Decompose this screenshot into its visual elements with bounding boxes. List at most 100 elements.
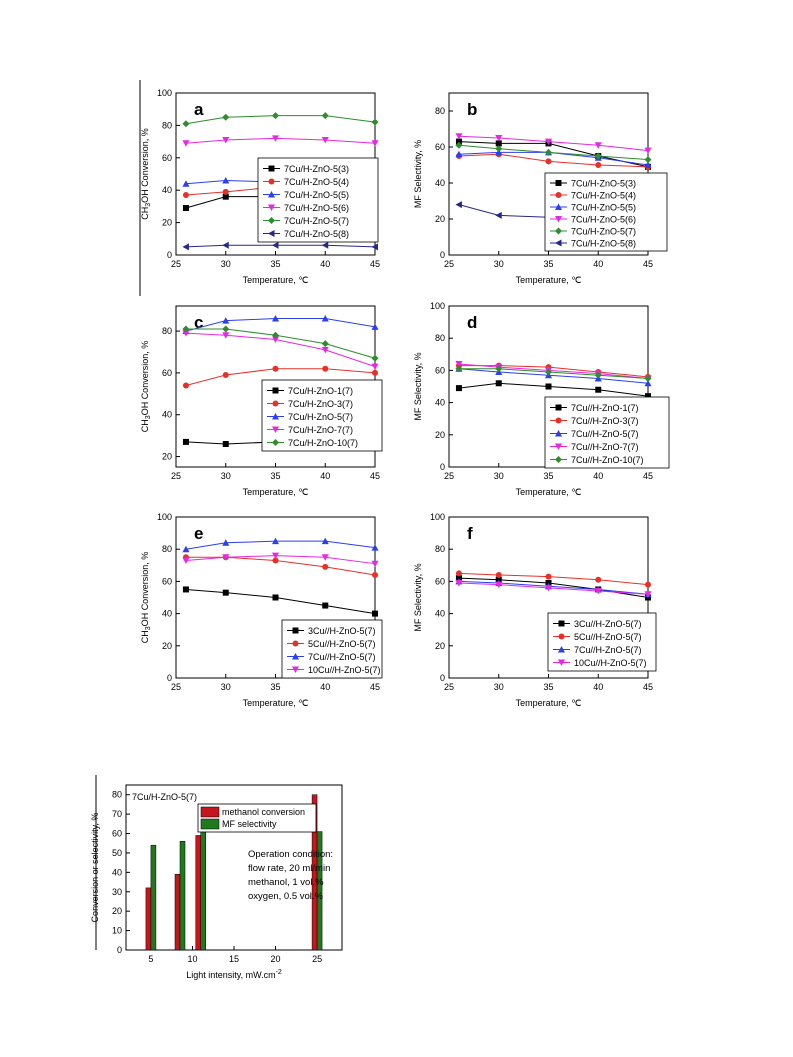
data-point bbox=[272, 552, 279, 560]
y-tick-label: 20 bbox=[435, 430, 445, 440]
legend-label: 7Cu/H-ZnO-5(4) bbox=[284, 177, 349, 187]
legend-label: 7Cu/H-ZnO-5(8) bbox=[284, 229, 349, 239]
x-tick-label: 45 bbox=[370, 471, 380, 481]
legend-label: 7Cu/H-ZnO-5(7) bbox=[571, 227, 636, 237]
x-tick-label: 30 bbox=[494, 471, 504, 481]
y-tick-label: 40 bbox=[435, 609, 445, 619]
y-tick-label: 80 bbox=[162, 326, 172, 336]
y-tick-label: 60 bbox=[435, 576, 445, 586]
x-tick-label: 40 bbox=[593, 471, 603, 481]
x-tick-label: 30 bbox=[221, 682, 231, 692]
x-tick-label: 35 bbox=[270, 471, 280, 481]
y-axis-label: Conversion or selectivity, % bbox=[90, 813, 100, 923]
x-axis-label: Temperature, ℃ bbox=[516, 275, 582, 285]
x-tick-label: 35 bbox=[543, 471, 553, 481]
y-tick-label: 40 bbox=[162, 185, 172, 195]
y-tick-label: 20 bbox=[435, 214, 445, 224]
data-point bbox=[182, 382, 189, 389]
data-point bbox=[321, 340, 329, 348]
y-tick-label: 20 bbox=[162, 218, 172, 228]
annotation-line: oxygen, 0.5 vol.% bbox=[248, 891, 324, 902]
y-tick-label: 80 bbox=[112, 790, 122, 800]
x-tick-label: 35 bbox=[543, 259, 553, 269]
data-point bbox=[321, 315, 329, 322]
data-point bbox=[322, 602, 329, 609]
legend-marker bbox=[558, 659, 565, 666]
data-point bbox=[182, 243, 189, 251]
annotation-line: flow rate, 20 ml/min bbox=[248, 863, 330, 874]
y-tick-label: 50 bbox=[112, 848, 122, 858]
chart-panel-a: 25 30 35 40 45 0 20 40 60 80 100 Temperature, ℃ CH3O… bbox=[140, 88, 380, 285]
data-point bbox=[272, 135, 279, 142]
x-tick-label: 35 bbox=[543, 682, 553, 692]
data-point bbox=[272, 594, 279, 601]
x-tick-label: 40 bbox=[320, 471, 330, 481]
data-point bbox=[371, 560, 379, 568]
legend-marker bbox=[268, 204, 275, 211]
data-point bbox=[455, 201, 462, 209]
data-point bbox=[182, 325, 190, 333]
data-point bbox=[644, 591, 652, 598]
panel-letter: b bbox=[467, 100, 477, 119]
panel-letter: d bbox=[467, 313, 477, 332]
data-point bbox=[222, 113, 230, 121]
data-point bbox=[222, 589, 229, 596]
y-tick-label: 100 bbox=[157, 512, 172, 522]
data-point bbox=[222, 136, 230, 144]
x-tick-label: 45 bbox=[643, 682, 653, 692]
data-point bbox=[372, 610, 378, 617]
legend bbox=[281, 619, 383, 679]
x-tick-label: 15 bbox=[229, 954, 239, 964]
y-axis-label: CH3OH Conversion, % bbox=[140, 552, 152, 643]
x-tick-label: 25 bbox=[171, 259, 181, 269]
y-tick-label: 0 bbox=[117, 945, 122, 955]
y-tick-label: 40 bbox=[162, 609, 172, 619]
x-tick-label: 25 bbox=[171, 682, 181, 692]
y-tick-label: 80 bbox=[435, 544, 445, 554]
x-tick-label: 35 bbox=[270, 259, 280, 269]
data-point bbox=[595, 576, 602, 583]
legend-marker bbox=[555, 456, 562, 463]
x-tick-label: 10 bbox=[187, 954, 197, 964]
data-point bbox=[545, 584, 552, 592]
legend-label: 7Cu/H-ZnO-5(7) bbox=[288, 412, 353, 422]
data-point bbox=[595, 162, 602, 168]
x-tick-label: 40 bbox=[320, 682, 330, 692]
legend-label: 7Cu//H-ZnO-5(7) bbox=[308, 652, 376, 662]
x-tick-label: 35 bbox=[270, 682, 280, 692]
y-axis-label: MF Selectivity, % bbox=[413, 352, 423, 420]
x-tick-label: 45 bbox=[370, 682, 380, 692]
legend-label: 7Cu/H-ZnO-5(3) bbox=[284, 164, 349, 174]
data-point bbox=[495, 380, 502, 387]
data-point bbox=[545, 383, 552, 390]
y-tick-label: 0 bbox=[167, 673, 172, 683]
data-point bbox=[495, 140, 502, 147]
x-axis-label: Temperature, ℃ bbox=[516, 698, 582, 708]
legend-marker bbox=[272, 413, 279, 420]
y-tick-label: 20 bbox=[162, 452, 172, 462]
legend-marker bbox=[558, 633, 565, 640]
panel-letter: f bbox=[467, 524, 473, 543]
y-tick-label: 80 bbox=[435, 106, 445, 116]
chart-panel-d: 25 30 35 40 45 0 20 40 60 80 100 Temperature, ℃ MF S… bbox=[413, 301, 670, 497]
data-point bbox=[545, 573, 552, 580]
legend-label: 7Cu//H-ZnO-1(7) bbox=[571, 403, 639, 413]
legend-marker bbox=[292, 666, 299, 673]
x-axis-label: Temperature, ℃ bbox=[516, 487, 582, 497]
data-point bbox=[495, 365, 503, 373]
data-point bbox=[182, 180, 190, 187]
legend-label: 7Cu/H-ZnO-5(5) bbox=[284, 190, 349, 200]
y-tick-label: 0 bbox=[440, 673, 445, 683]
series-line bbox=[185, 244, 376, 248]
legend-marker bbox=[272, 426, 279, 433]
x-tick-label: 25 bbox=[444, 471, 454, 481]
panel-letter: c bbox=[194, 313, 203, 332]
data-point bbox=[321, 136, 329, 144]
legend-label: 5Cu//H-ZnO-5(7) bbox=[574, 632, 642, 642]
annotation-line: Operation condition: bbox=[248, 849, 333, 860]
data-point bbox=[371, 323, 379, 330]
y-tick-label: 60 bbox=[162, 153, 172, 163]
x-tick-label: 25 bbox=[171, 471, 181, 481]
legend-marker bbox=[268, 178, 275, 185]
legend bbox=[544, 172, 668, 252]
